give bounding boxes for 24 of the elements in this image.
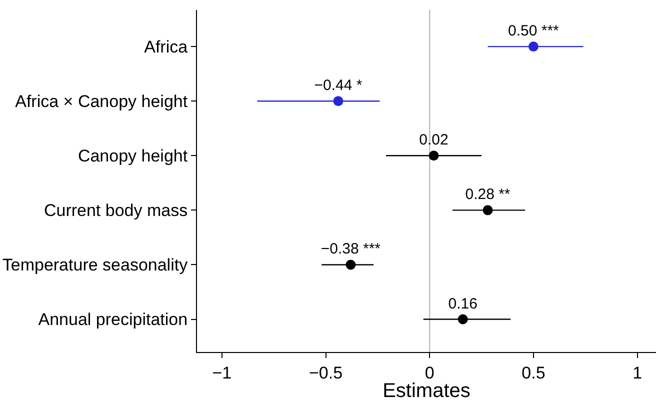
data-label: −0.38 *** [320,240,381,258]
point [482,205,493,216]
x-tick-label: −1 [212,363,232,382]
data-label: 0.50 *** [508,22,560,40]
y-tick-label: Canopy height [78,146,188,166]
point [428,150,439,161]
point [333,96,344,106]
point [458,314,468,324]
x-axis-title: Estimates [382,380,470,402]
y-tick-label: Africa × Canopy height [15,92,188,112]
y-tick-label: Temperature seasonality [2,256,188,275]
data-label: 0.02 [419,132,448,149]
y-tick-label: Current body mass [44,201,188,220]
y-tick-label: Africa [144,38,188,56]
x-tick-label: 0.5 [522,363,546,382]
x-tick-label: 1 [632,363,642,382]
point [528,42,538,52]
data-label: −0.44 * [314,77,362,94]
x-tick-label: 0 [424,363,434,382]
x-tick-label: −0.5 [308,363,343,382]
point [346,260,356,270]
data-label: 0.16 [448,295,478,312]
y-tick-label: Annual precipitation [38,310,188,330]
data-label: 0.28 ** [465,186,510,204]
